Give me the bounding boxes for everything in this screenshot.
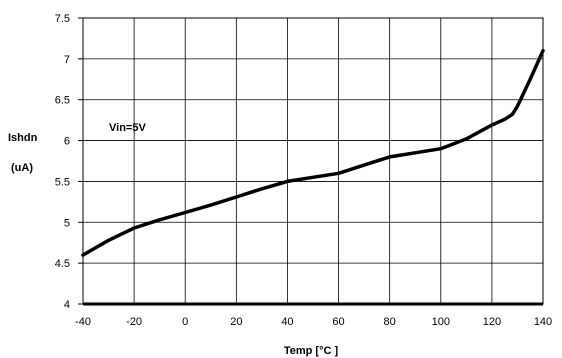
y-tick-label: 5 <box>64 217 70 229</box>
x-tick-label: 20 <box>230 316 242 328</box>
x-tick-label: 60 <box>332 316 344 328</box>
x-tick-label: -40 <box>75 316 91 328</box>
y-tick-label: 7 <box>64 54 70 66</box>
y-axis-unit-label: (uA) <box>11 162 33 174</box>
x-tick-label: 40 <box>281 316 293 328</box>
x-axis-ticks: -40 -20 0 20 40 60 80 100 120 140 <box>75 316 552 328</box>
y-tick-label: 4 <box>64 299 70 311</box>
x-tick-label: 140 <box>534 316 552 328</box>
x-tick-label: -20 <box>126 316 142 328</box>
series-line <box>81 48 545 257</box>
x-axis-label: Temp [°C ] <box>284 345 339 357</box>
x-tick-label: 120 <box>483 316 501 328</box>
x-tick-label: 80 <box>384 316 396 328</box>
y-axis-label: Ishdn <box>8 132 38 144</box>
y-tick-label: 4.5 <box>55 258 70 270</box>
y-tick-label: 7.5 <box>55 13 70 25</box>
grid <box>82 17 544 306</box>
plot-frame <box>82 17 544 305</box>
y-tick-label: 5.5 <box>55 176 70 188</box>
x-tick-label: 0 <box>182 316 188 328</box>
y-tick-label: 6.5 <box>55 95 70 107</box>
x-tick-label: 100 <box>432 316 450 328</box>
y-tick-label: 6 <box>64 136 70 148</box>
annotation-label: Vin=5V <box>109 122 146 134</box>
y-axis-ticks: 4 4.5 5 5.5 6 6.5 7 7.5 <box>55 13 83 311</box>
